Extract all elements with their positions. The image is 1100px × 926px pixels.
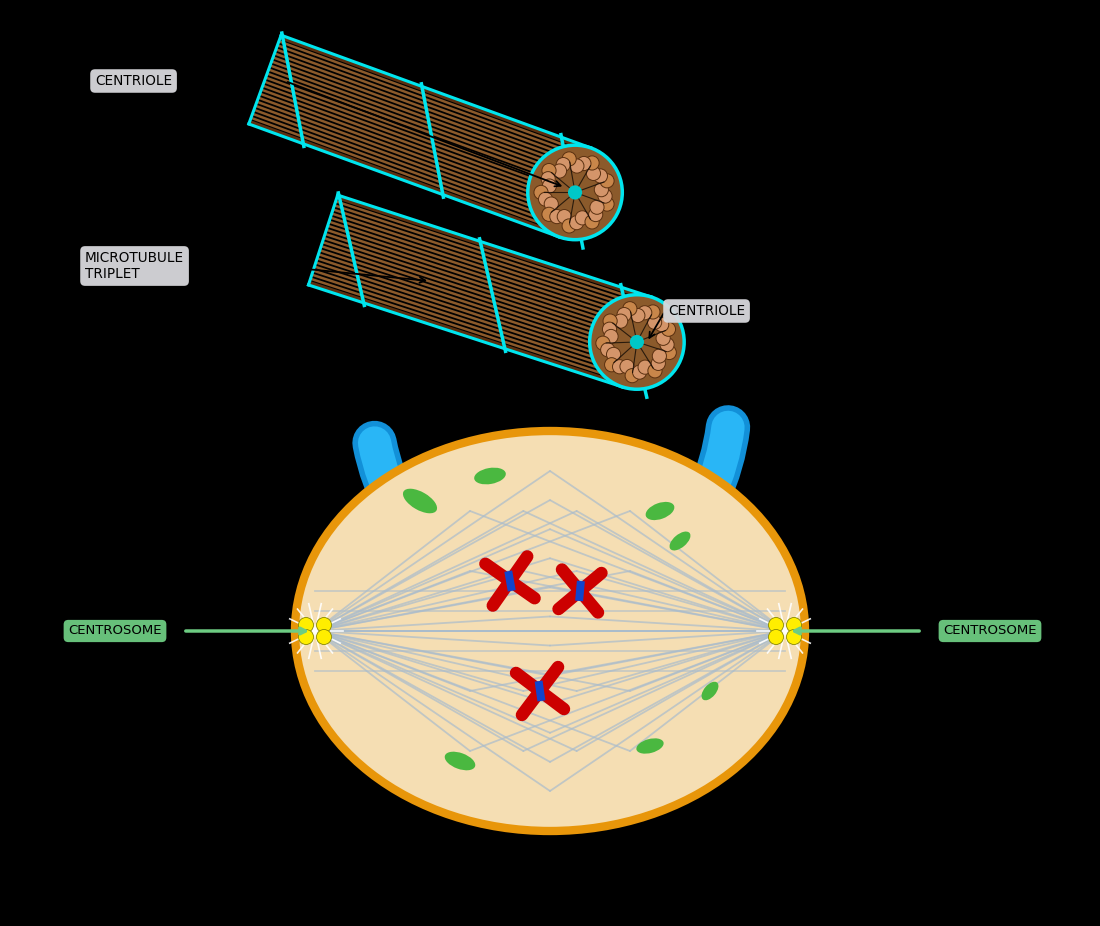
Circle shape (568, 185, 582, 199)
Circle shape (603, 322, 617, 336)
Circle shape (539, 193, 552, 206)
Circle shape (586, 167, 601, 181)
Bar (504, 570, 516, 592)
Circle shape (590, 294, 684, 389)
Circle shape (786, 630, 802, 644)
Circle shape (298, 630, 314, 644)
Ellipse shape (403, 489, 437, 513)
Circle shape (613, 359, 627, 374)
Circle shape (570, 159, 584, 173)
Circle shape (542, 179, 557, 194)
Circle shape (557, 157, 570, 171)
Ellipse shape (637, 738, 663, 754)
Bar (535, 681, 546, 702)
Text: CENTRIOLE: CENTRIOLE (95, 74, 172, 88)
Text: CENTRIOLE: CENTRIOLE (668, 304, 745, 318)
Circle shape (625, 369, 639, 382)
Circle shape (604, 330, 618, 344)
Circle shape (596, 336, 611, 350)
Circle shape (576, 156, 591, 170)
Circle shape (630, 308, 645, 322)
Circle shape (769, 630, 783, 644)
Circle shape (544, 197, 559, 211)
Circle shape (617, 307, 631, 321)
Circle shape (528, 145, 623, 240)
Ellipse shape (646, 502, 674, 520)
Circle shape (623, 302, 637, 316)
Ellipse shape (474, 468, 506, 484)
Circle shape (562, 152, 576, 166)
Ellipse shape (702, 682, 718, 700)
Circle shape (550, 209, 564, 224)
Circle shape (638, 360, 652, 374)
Ellipse shape (295, 431, 805, 831)
Circle shape (606, 347, 620, 361)
Circle shape (648, 364, 662, 378)
Circle shape (558, 209, 571, 224)
Circle shape (570, 216, 584, 230)
Circle shape (593, 169, 607, 183)
Circle shape (648, 315, 662, 330)
Circle shape (585, 215, 600, 229)
Circle shape (562, 219, 576, 233)
Circle shape (598, 189, 613, 203)
Circle shape (605, 357, 618, 372)
Circle shape (786, 618, 802, 632)
Circle shape (534, 185, 548, 199)
Circle shape (620, 359, 634, 373)
Circle shape (541, 171, 556, 186)
Circle shape (614, 314, 628, 328)
Circle shape (630, 335, 644, 349)
Circle shape (600, 197, 614, 211)
Circle shape (588, 207, 603, 221)
Circle shape (594, 182, 608, 196)
Circle shape (585, 156, 600, 170)
Circle shape (601, 343, 615, 357)
Circle shape (651, 357, 666, 370)
Circle shape (317, 618, 331, 632)
Circle shape (652, 349, 667, 363)
Circle shape (646, 305, 660, 319)
Circle shape (656, 332, 670, 345)
Circle shape (662, 345, 676, 359)
Text: CENTROSOME: CENTROSOME (944, 624, 1036, 637)
Circle shape (638, 306, 652, 319)
Circle shape (654, 318, 669, 332)
Circle shape (590, 200, 604, 214)
Circle shape (600, 174, 614, 188)
Circle shape (575, 211, 590, 225)
Circle shape (298, 618, 314, 632)
Circle shape (317, 630, 331, 644)
Ellipse shape (670, 532, 691, 550)
Circle shape (661, 322, 675, 336)
Circle shape (552, 164, 567, 178)
Circle shape (769, 618, 783, 632)
Circle shape (632, 365, 647, 380)
Circle shape (603, 314, 617, 328)
Ellipse shape (444, 752, 475, 770)
Circle shape (542, 207, 557, 221)
Circle shape (542, 164, 557, 178)
Circle shape (660, 338, 674, 352)
Bar (575, 581, 585, 601)
Text: MICROTUBULE
TRIPLET: MICROTUBULE TRIPLET (85, 251, 184, 282)
Text: CENTROSOME: CENTROSOME (68, 624, 162, 637)
